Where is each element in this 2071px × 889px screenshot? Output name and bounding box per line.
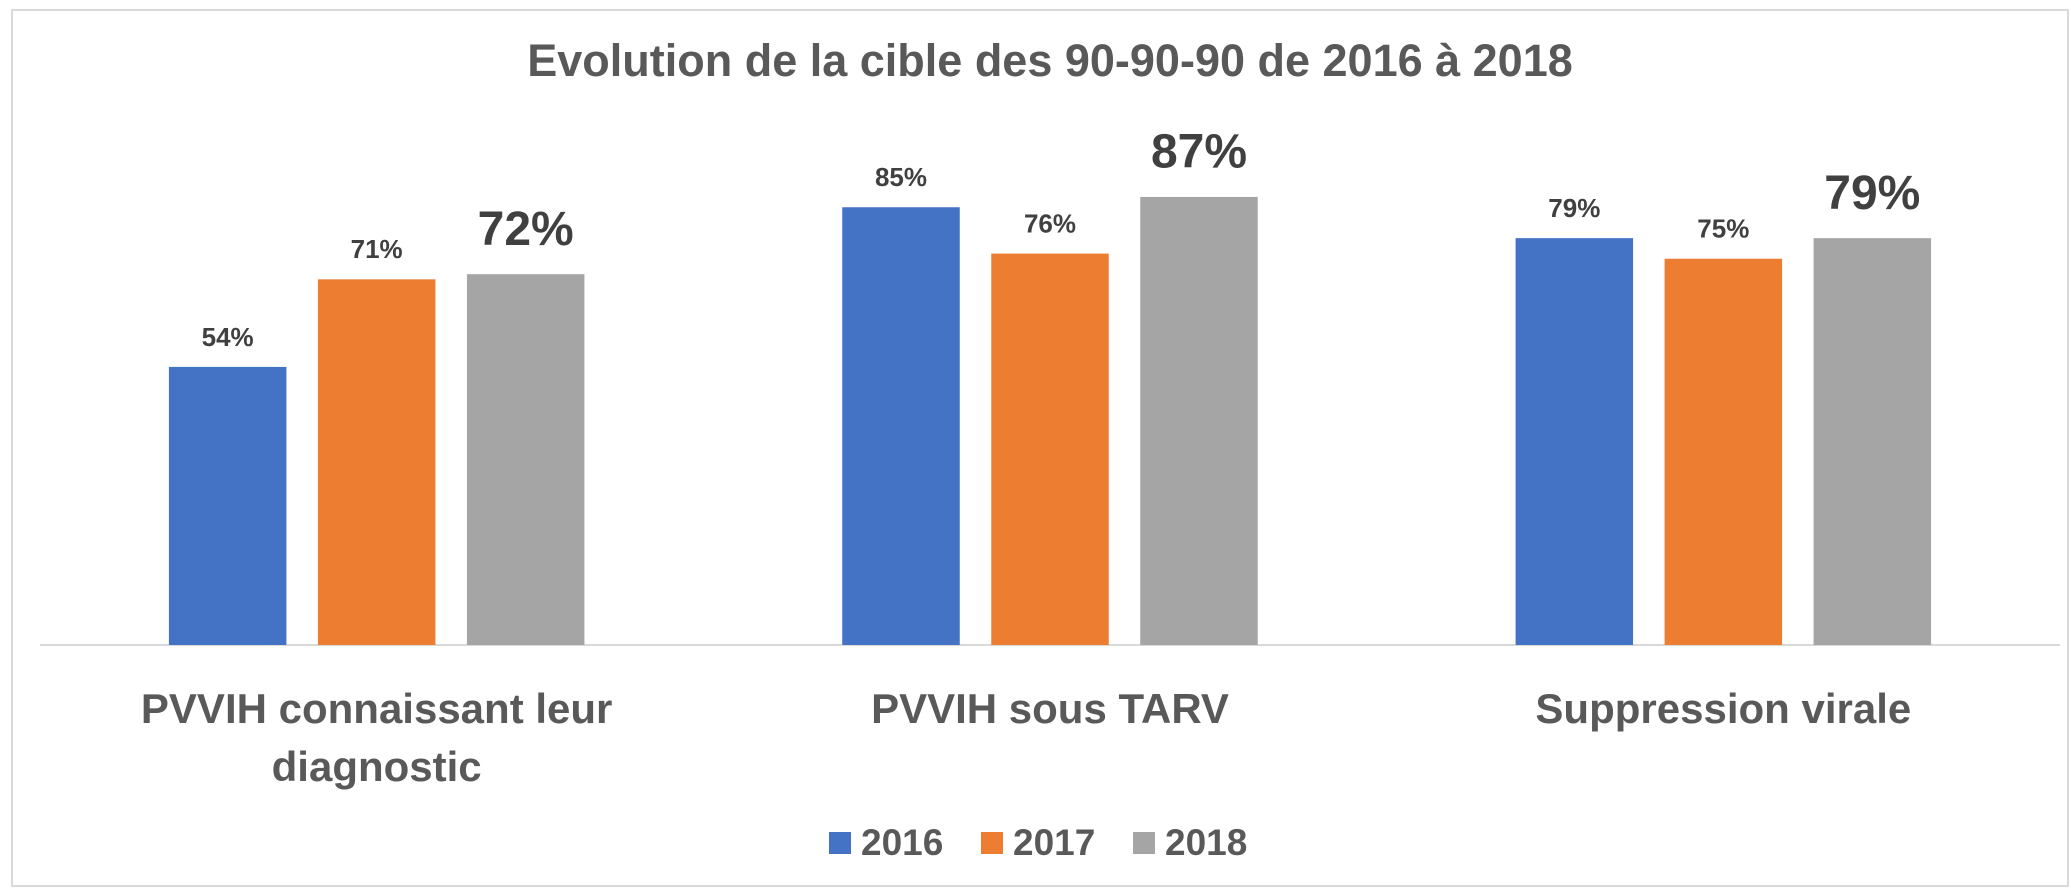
- bar: [466, 274, 585, 645]
- legend-swatch: [1133, 832, 1155, 854]
- bar: [991, 253, 1109, 645]
- data-label: 76%: [1024, 208, 1076, 238]
- data-label: 75%: [1697, 214, 1749, 244]
- bar: [1813, 238, 1932, 645]
- data-label: 87%: [1151, 126, 1247, 179]
- data-label: 79%: [1548, 193, 1600, 223]
- chart-border: [11, 9, 2069, 887]
- legend-label: 2018: [1165, 822, 1247, 863]
- legend-swatch: [829, 832, 851, 854]
- legend-label: 2016: [861, 822, 943, 863]
- x-tick-label: PVVIH sous TARV: [871, 685, 1229, 732]
- x-tick-label: PVVIH connaissant leur diagnostic: [140, 685, 613, 790]
- data-label: 72%: [478, 203, 574, 256]
- bar: [1664, 258, 1783, 645]
- x-tick-label: Suppression virale: [1535, 685, 1912, 732]
- bar: [168, 366, 287, 645]
- bar: [842, 207, 960, 645]
- legend-label: 2017: [1013, 822, 1095, 863]
- data-label: 79%: [1824, 167, 1920, 220]
- data-label: 54%: [202, 322, 254, 352]
- bar: [317, 279, 436, 645]
- legend-swatch: [981, 832, 1003, 854]
- bar: [1515, 238, 1634, 645]
- data-label: 85%: [875, 162, 927, 192]
- data-label: 71%: [351, 234, 403, 264]
- chart-title: Evolution de la cible des 90-90-90 de 20…: [527, 35, 1573, 86]
- bar: [1140, 196, 1258, 645]
